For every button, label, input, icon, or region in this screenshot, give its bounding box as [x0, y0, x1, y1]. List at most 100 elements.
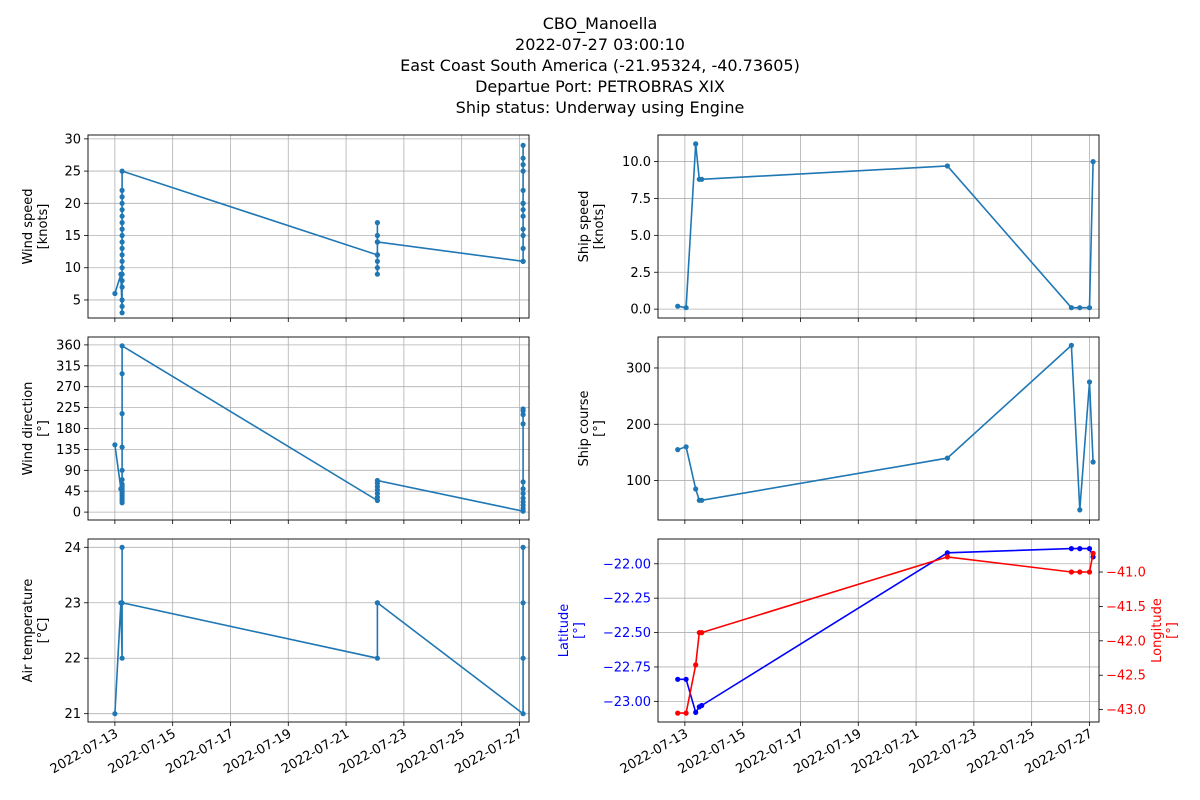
data-point — [520, 245, 526, 251]
data-point — [520, 495, 526, 501]
y-axis-label-line: [°] — [572, 622, 587, 639]
data-point — [1068, 342, 1074, 348]
subplot-3: 0 45 90 135 180 225 270 315 360 Wind direction[°] — [21, 336, 530, 524]
y-axis-label: Latitude[°] — [557, 604, 587, 658]
data-point — [1086, 569, 1093, 575]
y-right-tick-label: −42.0 — [1106, 634, 1146, 649]
axes-frame — [657, 538, 1100, 723]
data-point — [520, 544, 526, 550]
subplot-2: 0.0 2.5 5.0 7.5 10.0 Ship speed[knots] — [577, 134, 1100, 322]
data-point — [119, 477, 125, 483]
data-point — [374, 232, 380, 239]
data-point — [374, 494, 380, 500]
data-point — [1068, 569, 1074, 575]
data-point — [1086, 379, 1093, 385]
data-point — [944, 455, 951, 461]
y-tick-label: 300 — [626, 361, 651, 376]
y-tick-label: 0 — [73, 506, 81, 521]
data-point — [119, 200, 125, 206]
data-point — [112, 290, 118, 297]
data-point — [675, 710, 681, 716]
data-point — [699, 497, 705, 503]
figure-title: CBO_Manoella 2022-07-27 03:00:10 East Co… — [0, 13, 1200, 118]
title-line-port: Departue Port: PETROBRAS XIX — [475, 77, 725, 96]
axes-frame — [657, 134, 1100, 319]
title-line-station: CBO_Manoella — [542, 14, 658, 33]
subplot-4: 100 200 300 Ship course[°] — [577, 336, 1100, 524]
data-point — [520, 142, 526, 148]
y-axis-label-line: [°] — [36, 420, 51, 437]
data-point — [693, 486, 699, 492]
y-right-tick-label: −42.5 — [1106, 669, 1146, 684]
y-axis-label: Ship speed[knots] — [577, 191, 607, 263]
y-right-tick-label: −43.0 — [1106, 703, 1146, 718]
y-tick-label: 10 — [64, 261, 81, 276]
data-point — [699, 630, 705, 636]
y-tick-label: 10.0 — [622, 155, 651, 170]
data-point — [1077, 305, 1083, 311]
data-point — [675, 447, 681, 453]
data-point — [374, 239, 380, 245]
title-line-status: Ship status: Underway using Engine — [455, 98, 745, 117]
y-tick-label: 24 — [64, 541, 81, 556]
data-point — [693, 709, 699, 716]
data-point — [119, 213, 125, 219]
data-point — [520, 412, 526, 418]
data-point — [119, 411, 125, 417]
y-tick-label: 2.5 — [630, 266, 651, 281]
data-point — [119, 303, 125, 309]
y-tick-label: 270 — [56, 380, 81, 395]
data-point — [520, 200, 526, 206]
y-axis-label-line: Wind direction — [21, 382, 36, 476]
y-right-axis-label: Longitude[°] — [1150, 598, 1180, 663]
title-line-region: East Coast South America (-21.95324, -40… — [400, 56, 800, 75]
data-point — [1086, 546, 1093, 552]
y-tick-label: 30 — [64, 132, 81, 147]
y-tick-label: 0.0 — [630, 303, 651, 318]
y-axis-label: Wind speed[knots] — [21, 188, 51, 264]
data-point — [112, 442, 118, 448]
data-point — [675, 676, 681, 682]
data-point — [520, 711, 526, 717]
data-point — [520, 258, 526, 264]
y-tick-label: 5.0 — [630, 229, 651, 244]
data-point — [119, 252, 125, 258]
data-point — [693, 141, 699, 147]
series-line-1 — [677, 547, 1094, 715]
data-point — [520, 421, 526, 427]
data-point — [520, 490, 526, 497]
axes-frame — [87, 336, 530, 521]
y-axis-label-line: Ship speed — [577, 191, 592, 263]
y-tick-label: −22.25 — [603, 592, 651, 607]
data-point — [520, 213, 526, 219]
data-point — [374, 265, 380, 271]
data-point — [520, 162, 526, 168]
data-point — [119, 444, 125, 450]
y-right-axis-label-line: Longitude — [1150, 598, 1165, 663]
y-tick-label: 225 — [56, 401, 81, 416]
data-point — [119, 226, 125, 232]
y-right-tick-label: −41.0 — [1106, 566, 1146, 581]
y-axis-label-line: Wind speed — [21, 188, 36, 264]
y-tick-label: 15 — [64, 229, 81, 244]
data-point — [1068, 305, 1074, 311]
data-point — [119, 481, 125, 487]
data-point — [693, 662, 699, 668]
series-line-1 — [677, 143, 1094, 309]
y-axis-label-line: [°C] — [36, 618, 51, 644]
data-point — [374, 271, 380, 277]
data-point — [119, 220, 125, 226]
y-tick-label: 135 — [56, 443, 81, 458]
data-point — [520, 187, 526, 193]
data-point — [1090, 459, 1096, 465]
data-point — [520, 479, 526, 485]
data-point — [119, 239, 125, 245]
axes-frame — [87, 538, 530, 723]
subplot-6: 2022-07-132022-07-152022-07-172022-07-19… — [557, 538, 1180, 777]
y-right-axis-label-line: [°] — [1165, 622, 1180, 639]
data-point — [944, 550, 951, 556]
data-point — [119, 284, 125, 290]
data-point — [119, 187, 125, 193]
data-point — [119, 278, 125, 284]
data-point — [683, 710, 689, 716]
